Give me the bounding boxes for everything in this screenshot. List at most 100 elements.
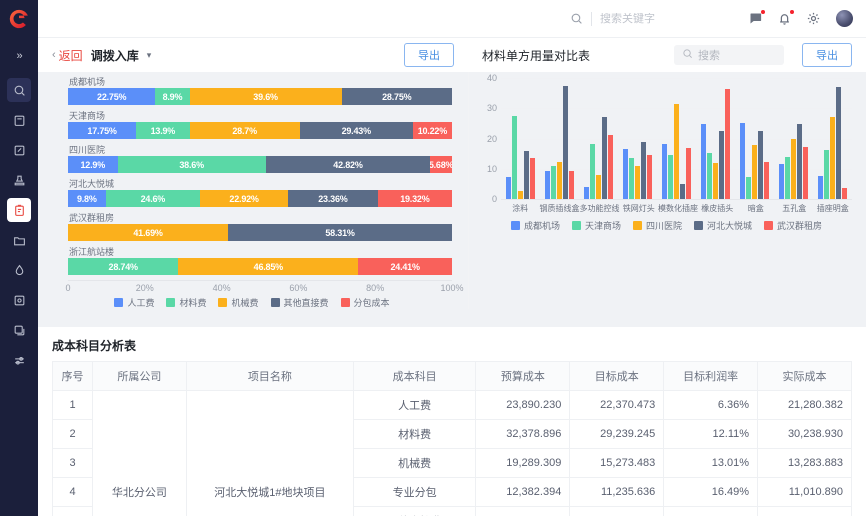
grouped-bar[interactable]: [764, 161, 769, 199]
stacked-bar-segment[interactable]: 24.6%: [105, 190, 201, 207]
grouped-bar[interactable]: [740, 123, 745, 199]
search-input[interactable]: [600, 12, 730, 25]
chevron-down-icon[interactable]: ▾: [146, 49, 152, 60]
stacked-bar-segment[interactable]: 28.7%: [189, 122, 300, 139]
bell-icon[interactable]: [777, 10, 794, 26]
stacked-bar-segment[interactable]: 12.9%: [68, 156, 118, 173]
grouped-bar[interactable]: [797, 124, 802, 199]
sidebar-item-cost-analysis[interactable]: [7, 198, 31, 222]
sidebar-collapse-button[interactable]: »: [16, 50, 22, 62]
export-button-right[interactable]: 导出: [802, 43, 852, 67]
legend-item[interactable]: 人工费: [114, 296, 154, 309]
logo-c-mark[interactable]: [8, 8, 30, 30]
stacked-bar[interactable]: 28.74% 46.85% 24.41%: [68, 258, 452, 275]
legend-item[interactable]: 其他直接费: [270, 296, 329, 309]
grouped-bar[interactable]: [635, 165, 640, 199]
grouped-bar[interactable]: [608, 134, 613, 199]
grouped-bar[interactable]: [512, 116, 517, 199]
stacked-bar-segment[interactable]: 28.74%: [68, 258, 179, 275]
grouped-bar[interactable]: [629, 157, 634, 199]
stacked-bar[interactable]: 41.69% 58.31%: [68, 224, 452, 241]
sidebar-item-records[interactable]: [7, 138, 31, 162]
grouped-bar[interactable]: [779, 163, 784, 199]
stacked-bar-segment[interactable]: 29.43%: [299, 122, 413, 139]
grouped-bar[interactable]: [686, 148, 691, 199]
panel-search-input[interactable]: 搜索: [674, 45, 784, 65]
stacked-bar-segment[interactable]: 8.9%: [155, 88, 190, 105]
grouped-bar[interactable]: [680, 184, 685, 199]
legend-item[interactable]: 材料费: [166, 296, 206, 309]
stacked-bar-segment[interactable]: 38.6%: [117, 156, 266, 173]
sidebar-item-files[interactable]: [7, 228, 31, 252]
stacked-bar[interactable]: 9.8% 24.6% 22.92% 23.36% 19.32%: [68, 190, 452, 207]
stacked-bar[interactable]: 12.9% 38.6% 42.82% 5.68%: [68, 156, 452, 173]
stacked-bar-segment[interactable]: 46.85%: [178, 258, 359, 275]
grouped-bar[interactable]: [785, 156, 790, 199]
grouped-bar[interactable]: [590, 143, 595, 199]
grouped-bar[interactable]: [836, 87, 841, 199]
grouped-bar[interactable]: [596, 174, 601, 199]
table-row[interactable]: 2 材料费 32,378.896 29,239.245 12.11% 30,238.930: [52, 419, 852, 449]
stacked-bar-segment[interactable]: 13.9%: [136, 122, 190, 139]
grouped-bar[interactable]: [674, 104, 679, 199]
grouped-bar[interactable]: [563, 86, 568, 199]
sidebar-item-templates[interactable]: [7, 318, 31, 342]
legend-item[interactable]: 分包成本: [340, 296, 390, 309]
grouped-bar[interactable]: [584, 187, 589, 199]
back-button[interactable]: ‹ 返回: [52, 47, 83, 64]
stacked-bar-segment[interactable]: 19.32%: [377, 190, 452, 207]
grouped-bar[interactable]: [668, 154, 673, 199]
legend-item[interactable]: 四川医院: [632, 219, 682, 232]
grouped-bar[interactable]: [830, 117, 835, 199]
grouped-bar[interactable]: [569, 171, 574, 199]
grouped-bar[interactable]: [746, 176, 751, 199]
stacked-bar-segment[interactable]: 23.36%: [288, 190, 378, 207]
grouped-bar[interactable]: [818, 176, 823, 199]
stacked-bar-segment[interactable]: 28.75%: [341, 88, 452, 105]
sidebar-item-projects[interactable]: [7, 108, 31, 132]
grouped-bar[interactable]: [719, 130, 724, 199]
sidebar-item-materials[interactable]: [7, 258, 31, 282]
grouped-bar[interactable]: [530, 157, 535, 199]
grouped-bar[interactable]: [842, 188, 847, 199]
grouped-bar[interactable]: [545, 171, 550, 199]
legend-item[interactable]: 机械费: [218, 296, 259, 309]
sidebar-item-approvals[interactable]: [7, 168, 31, 192]
legend-item[interactable]: 成都机场: [510, 219, 560, 232]
message-icon[interactable]: [748, 10, 765, 26]
sidebar-item-settings[interactable]: [7, 348, 31, 372]
stacked-bar-segment[interactable]: 5.68%: [430, 156, 452, 173]
stacked-bar-segment[interactable]: 9.8%: [68, 190, 106, 207]
grouped-bar[interactable]: [662, 144, 667, 199]
search-icon[interactable]: [570, 12, 583, 25]
grouped-bar[interactable]: [725, 88, 730, 199]
grouped-bar[interactable]: [524, 150, 529, 199]
stacked-bar-segment[interactable]: 22.92%: [200, 190, 289, 207]
stacked-bar-segment[interactable]: 24.41%: [358, 258, 452, 275]
grouped-bar[interactable]: [713, 162, 718, 199]
grouped-bar[interactable]: [557, 161, 562, 199]
table-row[interactable]: 4 专业分包 12,382.394 11,235.636 16.49% 11,010.89…: [52, 477, 852, 507]
sidebar-item-assets[interactable]: [7, 288, 31, 312]
legend-item[interactable]: 武汉群租房: [764, 219, 822, 232]
stacked-bar-segment[interactable]: 41.69%: [68, 224, 229, 241]
grouped-bar[interactable]: [752, 145, 757, 199]
grouped-bar[interactable]: [647, 155, 652, 199]
grouped-bar[interactable]: [791, 138, 796, 199]
stacked-bar-segment[interactable]: 17.75%: [68, 122, 137, 139]
grouped-bar[interactable]: [701, 123, 706, 199]
stacked-bar-segment[interactable]: 42.82%: [265, 156, 431, 173]
table-row[interactable]: 1 华北分公司 河北大悦城1#地块项目 人工费 23,890.230 22,370.473…: [52, 390, 852, 516]
grouped-bar[interactable]: [707, 152, 712, 199]
grouped-bar[interactable]: [551, 165, 556, 199]
gear-icon[interactable]: [806, 11, 821, 26]
stacked-bar[interactable]: 22.75% 8.9% 39.6% 28.75%: [68, 88, 452, 105]
sidebar-item-search[interactable]: [7, 78, 31, 102]
global-search[interactable]: [570, 11, 730, 26]
stacked-bar-segment[interactable]: 10.22%: [412, 122, 452, 139]
stacked-bar-segment[interactable]: 58.31%: [228, 224, 452, 241]
grouped-bar[interactable]: [518, 190, 523, 199]
legend-item[interactable]: 天津商场: [571, 219, 621, 232]
grouped-bar[interactable]: [623, 148, 628, 199]
stacked-bar[interactable]: 17.75% 13.9% 28.7% 29.43% 10.22%: [68, 122, 452, 139]
